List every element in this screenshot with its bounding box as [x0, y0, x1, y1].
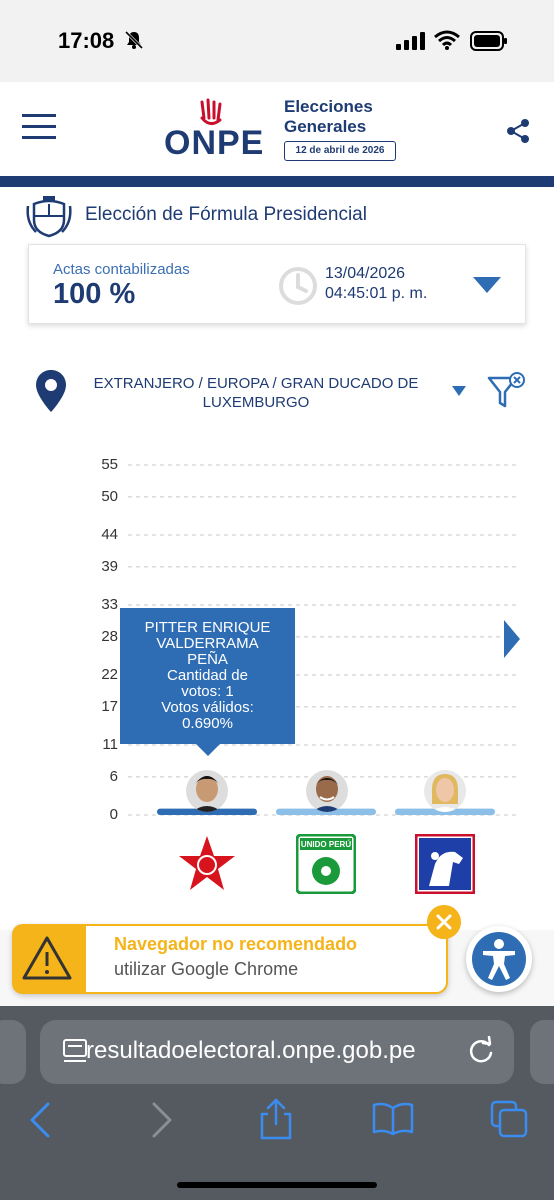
- tooltip-name-line: VALDERRAMA: [156, 635, 259, 652]
- back-icon[interactable]: [28, 1102, 52, 1138]
- actas-date: 13/04/2026: [325, 265, 406, 282]
- svg-text:UNIDO PERÚ: UNIDO PERÚ: [301, 840, 351, 849]
- status-bar: [0, 0, 554, 82]
- banner-subtitle: utilizar Google Chrome: [114, 959, 299, 979]
- history-clock-icon: [279, 267, 317, 305]
- banner-title: Navegador no recomendado: [114, 934, 358, 954]
- party-logo-horse-icon: [415, 834, 475, 894]
- tabs-icon[interactable]: [490, 1100, 528, 1138]
- y-tick-label: 44: [101, 526, 118, 543]
- accessibility-icon: [472, 932, 526, 986]
- party-logo-unido-peru-icon: UNIDO PERÚ: [296, 834, 356, 894]
- tooltip-valid-line: Votos válidos:: [161, 699, 254, 716]
- home-indicator: [177, 1182, 377, 1188]
- accessibility-button[interactable]: [466, 926, 532, 992]
- actas-time: 04:45:01 p. m.: [325, 285, 428, 302]
- section-title: Elección de Fórmula Presidencial: [85, 204, 367, 225]
- header-divider: [0, 176, 554, 187]
- share-icon[interactable]: [506, 118, 530, 144]
- tooltip-pointer: [196, 744, 220, 756]
- y-tick-label: 50: [101, 487, 118, 505]
- app-header: [0, 82, 554, 178]
- y-tick-label: 33: [101, 596, 118, 613]
- page-settings-icon[interactable]: [62, 1038, 88, 1064]
- candidate-avatar[interactable]: [424, 770, 466, 812]
- y-tick-label: 22: [101, 666, 118, 683]
- share-sheet-icon[interactable]: [258, 1098, 294, 1140]
- actas-card[interactable]: Actas contabilizadas 100 % 13/04/2026 04…: [28, 244, 526, 324]
- battery-icon: [470, 31, 507, 51]
- tooltip-name-line: PITTER ENRIQUE: [144, 619, 271, 636]
- y-tick-label: 55: [101, 456, 118, 473]
- elecciones-title: Elecciones Generales: [284, 97, 373, 136]
- chevron-down-icon[interactable]: [473, 277, 501, 293]
- location-pin-icon: [36, 370, 66, 412]
- election-date-badge: 12 de abril de 2026: [284, 141, 396, 161]
- reload-icon[interactable]: [466, 1036, 496, 1066]
- y-tick-label: 11: [102, 736, 118, 753]
- tooltip-votes-line: Cantidad de: [167, 667, 248, 684]
- hamburger-menu-icon[interactable]: [22, 112, 56, 142]
- tooltip-name-line: PEÑA: [187, 651, 228, 668]
- tooltip-votes-line: votos: 1: [181, 683, 234, 700]
- close-icon[interactable]: [427, 905, 461, 939]
- y-tick-label: 6: [109, 767, 118, 785]
- chart-tooltip: PITTER ENRIQUE VALDERRAMA PEÑA Cantidad …: [120, 608, 295, 744]
- actas-value: 100 %: [53, 278, 136, 310]
- chart-next-arrow-icon[interactable]: [504, 620, 520, 658]
- location-selector[interactable]: EXTRANJERO / EUROPA / GRAN DUCADO DE LUX…: [93, 375, 419, 411]
- party-logo-apra-star-icon: [179, 836, 235, 890]
- y-tick-label: 0: [109, 806, 118, 823]
- status-time: 17:08: [58, 28, 115, 53]
- candidate-avatar[interactable]: [306, 770, 348, 812]
- actas-label: Actas contabilizadas: [53, 261, 190, 278]
- address-bar[interactable]: [40, 1020, 514, 1084]
- filter-clear-icon[interactable]: [486, 370, 528, 412]
- logo-text: ONPE: [164, 124, 265, 162]
- y-tick-label: 17: [101, 697, 118, 715]
- next-tab-preview[interactable]: [530, 1020, 554, 1084]
- warning-icon: [12, 924, 86, 994]
- signal-icon: [396, 32, 425, 50]
- previous-tab-preview[interactable]: [0, 1020, 26, 1084]
- forward-icon[interactable]: [150, 1102, 174, 1138]
- bookmarks-icon[interactable]: [372, 1102, 414, 1136]
- url-text[interactable]: resultadoelectoral.onpe.gob.pe: [86, 1037, 416, 1064]
- bell-muted-icon: [124, 30, 144, 50]
- tooltip-valid-line: 0.690%: [182, 715, 233, 732]
- candidate-avatar[interactable]: [186, 770, 228, 812]
- y-tick-label: 39: [101, 557, 118, 575]
- caret-down-icon[interactable]: [452, 386, 466, 396]
- peru-coat-of-arms-icon: [26, 196, 72, 238]
- wifi-icon: [434, 30, 460, 50]
- y-tick-label: 28: [101, 627, 118, 645]
- onpe-logo-hand-icon: [200, 98, 222, 125]
